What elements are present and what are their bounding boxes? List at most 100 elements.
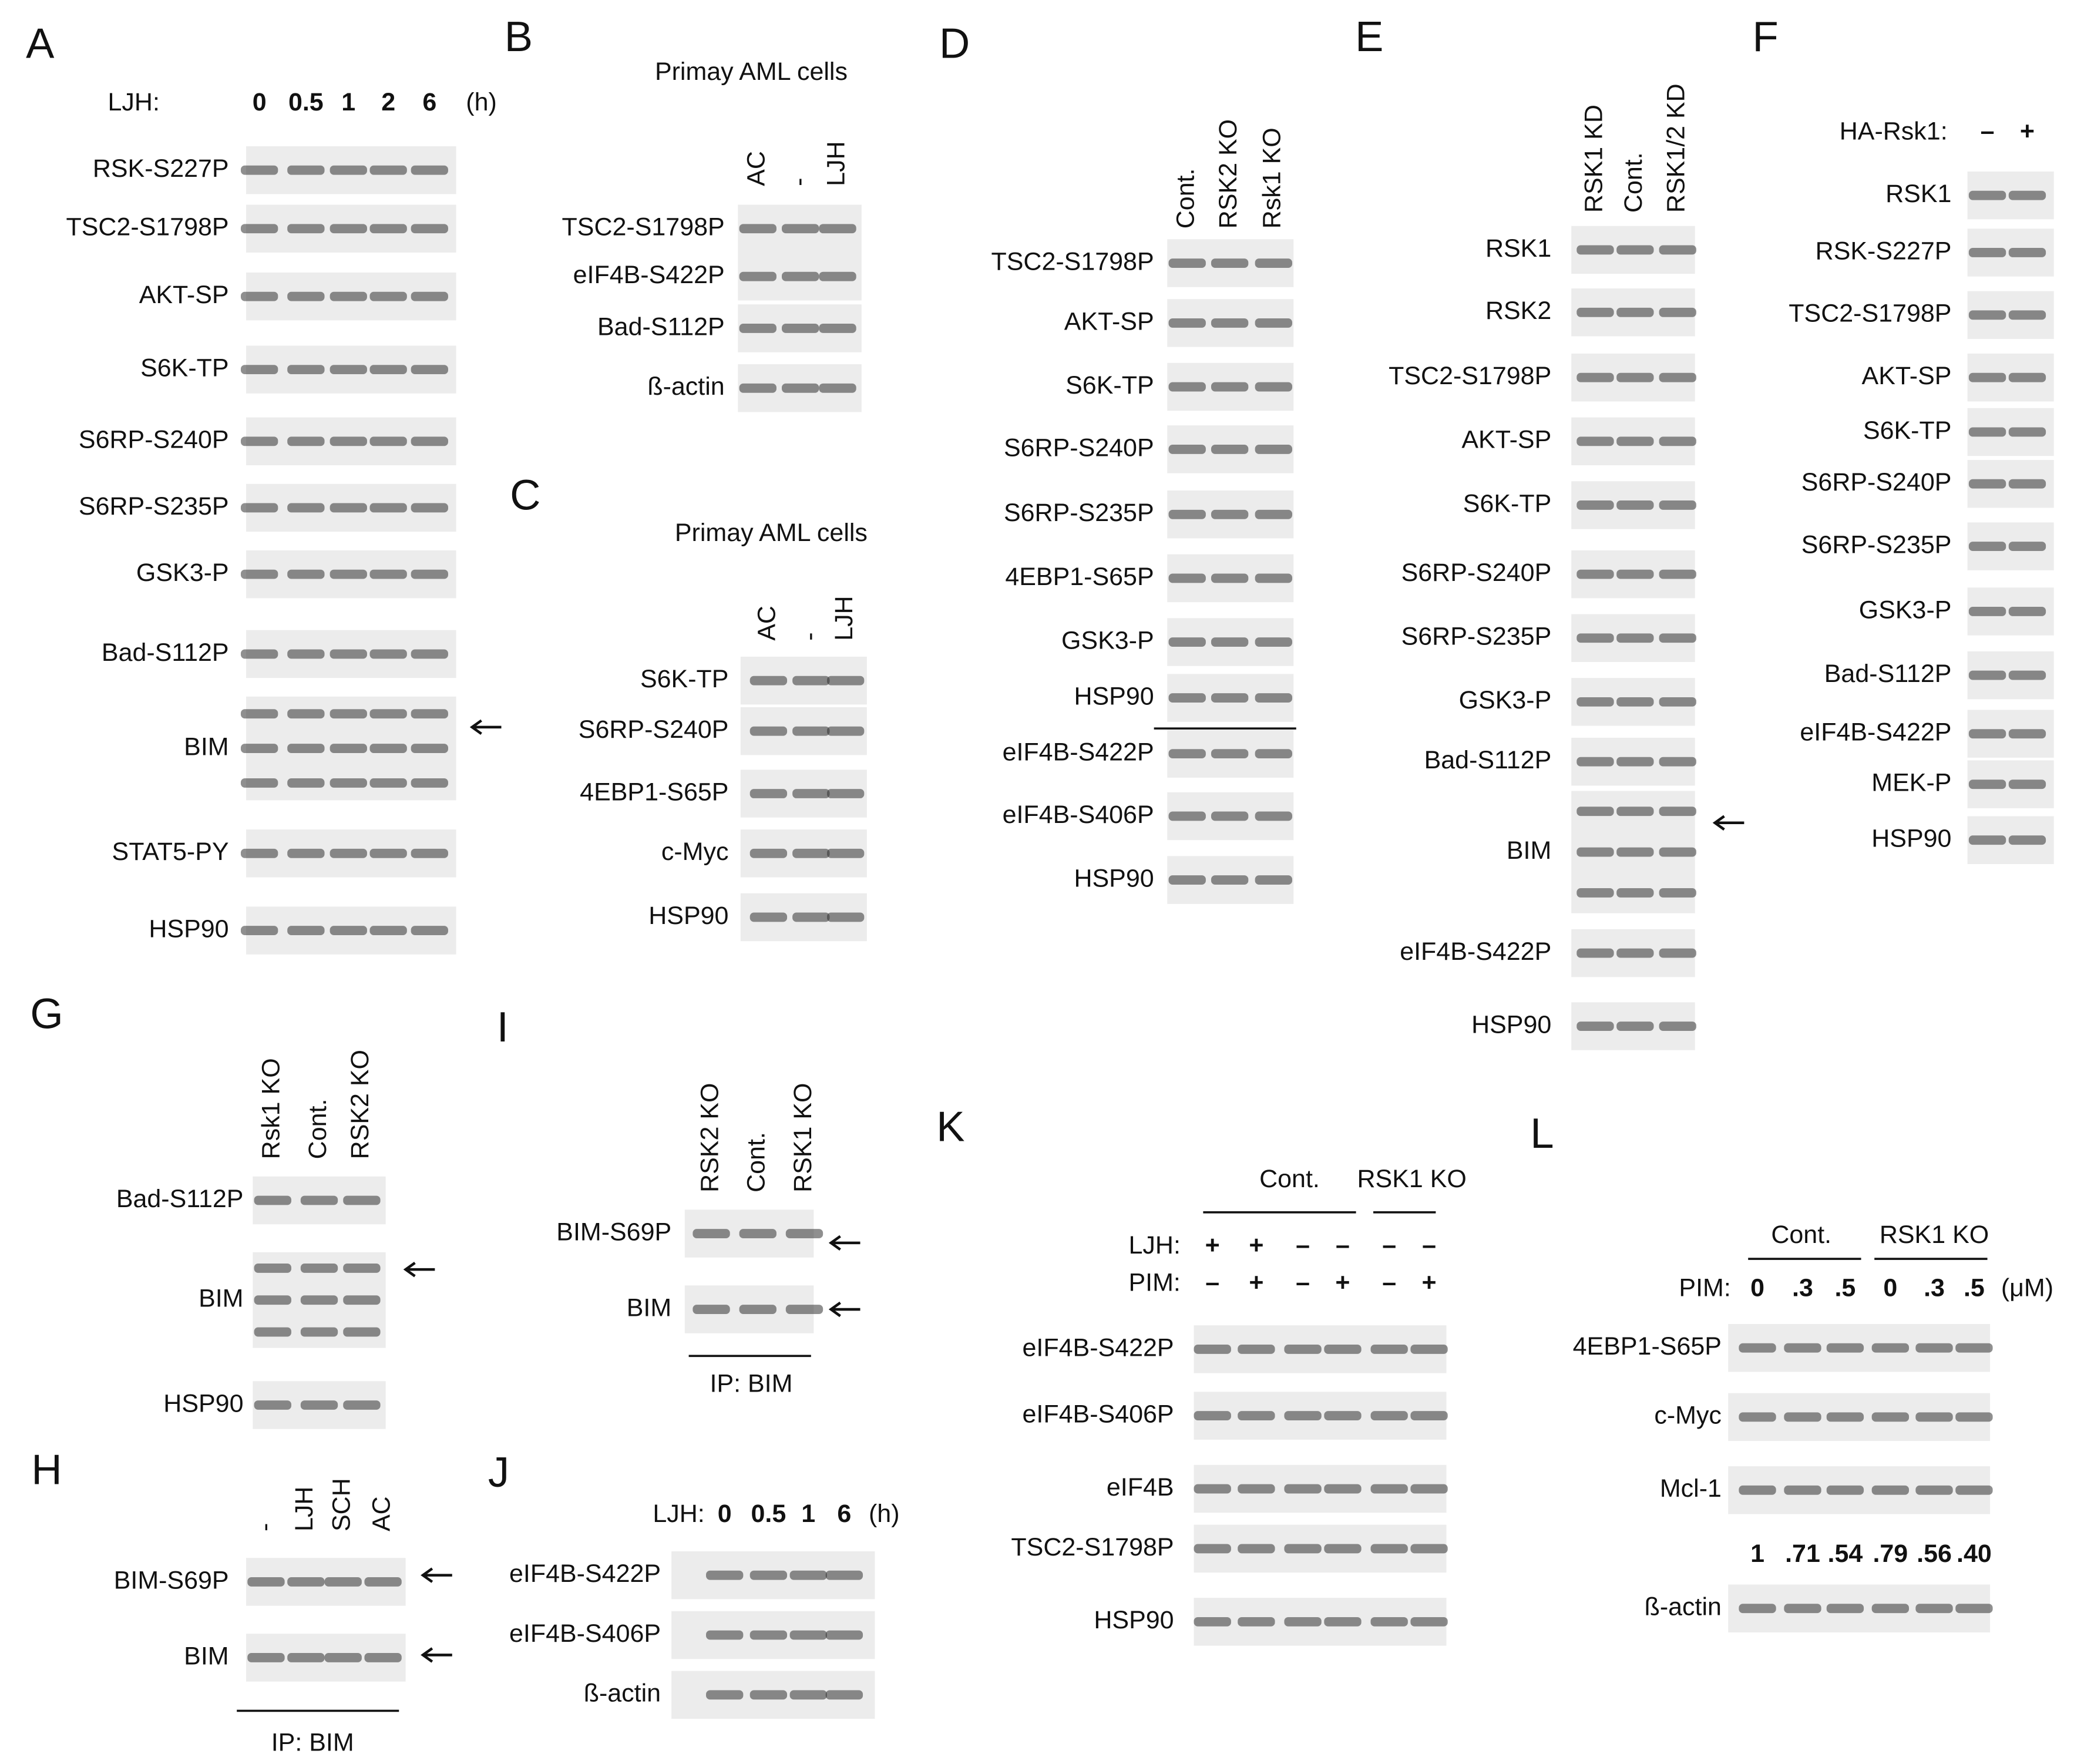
- band: [789, 1570, 827, 1580]
- band: [819, 383, 856, 393]
- band: [1659, 569, 1696, 579]
- header-lane: 0.5: [288, 88, 324, 116]
- header-lane: 1: [341, 88, 355, 116]
- lane-label: LJH: [290, 1487, 318, 1531]
- quant-value: .71: [1785, 1540, 1820, 1568]
- row-label: HSP90: [1871, 825, 1951, 853]
- band: [1576, 807, 1614, 817]
- band: [300, 1263, 338, 1273]
- band: [1211, 811, 1249, 821]
- panel-letter: B: [505, 13, 533, 61]
- row-label: S6K-TP: [1463, 489, 1552, 518]
- row-label: BIM: [1507, 836, 1551, 865]
- band: [1739, 1485, 1776, 1495]
- band: [1968, 670, 2006, 680]
- band: [2008, 835, 2046, 845]
- band: [330, 291, 367, 301]
- band: [287, 1577, 325, 1587]
- row-label: AKT-SP: [1461, 426, 1551, 454]
- band: [240, 926, 278, 936]
- header-lane: –: [1336, 1231, 1350, 1259]
- header-lane: 0.5: [751, 1500, 786, 1528]
- band: [1616, 888, 1654, 898]
- band: [1211, 509, 1249, 519]
- band: [1968, 372, 2006, 382]
- quant-value: 1: [1750, 1540, 1764, 1568]
- band: [1168, 382, 1206, 392]
- band: [1576, 757, 1614, 767]
- band: [2008, 729, 2046, 739]
- row-label: HSP90: [1074, 864, 1154, 892]
- arrow: [469, 719, 502, 735]
- band: [369, 926, 407, 936]
- panel-letter: J: [488, 1449, 509, 1496]
- header-lane: 2: [381, 88, 395, 116]
- band: [1370, 1617, 1408, 1627]
- row-label: BIM-S69P: [114, 1566, 229, 1594]
- band: [749, 1690, 788, 1700]
- band: [1968, 479, 2006, 489]
- band: [826, 726, 865, 736]
- band: [1915, 1604, 1953, 1614]
- lane-label: -: [795, 632, 823, 640]
- band: [789, 1690, 827, 1700]
- band: [287, 649, 325, 659]
- band: [1211, 637, 1249, 647]
- header-lane: 0: [1750, 1274, 1764, 1302]
- row-label: BIM-S69P: [556, 1218, 671, 1246]
- lane-label: Cont.: [1172, 168, 1200, 229]
- band: [330, 224, 367, 234]
- row-label: 4EBP1-S65P: [580, 778, 728, 806]
- band: [1255, 509, 1292, 519]
- band: [1284, 1484, 1322, 1494]
- lane-label: LJH: [822, 141, 850, 186]
- row-label: S6RP-S240P: [79, 426, 229, 454]
- panel-title: Primay AML cells: [655, 58, 848, 86]
- band: [1616, 500, 1654, 510]
- band: [1616, 245, 1654, 255]
- arrow: [1712, 815, 1744, 831]
- row-label: Mcl-1: [1660, 1474, 1722, 1503]
- band: [1616, 569, 1654, 579]
- band: [2008, 670, 2046, 680]
- row-label: TSC2-S1798P: [1389, 362, 1551, 390]
- header-lane: +: [1205, 1231, 1220, 1259]
- band: [411, 503, 448, 513]
- band: [369, 778, 407, 788]
- band: [1238, 1484, 1275, 1494]
- band: [287, 165, 325, 175]
- band: [1255, 444, 1292, 454]
- lane-label: RSK1/2 KD: [1662, 83, 1690, 213]
- row-label: AKT-SP: [1064, 307, 1154, 335]
- row-label: 4EBP1-S65P: [1573, 1332, 1722, 1360]
- band: [1168, 509, 1206, 519]
- band: [826, 912, 865, 922]
- band: [1324, 1411, 1362, 1421]
- panel-letter: C: [510, 472, 540, 519]
- lane-label: Cont.: [1619, 152, 1648, 213]
- band: [1324, 1345, 1362, 1354]
- row-label: Bad-S112P: [102, 639, 229, 667]
- band: [1576, 245, 1614, 255]
- band: [1284, 1345, 1322, 1354]
- band: [240, 649, 278, 659]
- band: [1370, 1544, 1408, 1554]
- band: [369, 224, 407, 234]
- band: [1616, 847, 1654, 857]
- band: [1784, 1343, 1821, 1353]
- lane-label: Cont.: [304, 1099, 332, 1160]
- band: [411, 709, 448, 719]
- band: [1284, 1411, 1322, 1421]
- row-label: RSK-S227P: [93, 154, 229, 183]
- row-label: BIM: [184, 1642, 228, 1670]
- band: [343, 1195, 381, 1205]
- quant-value: .54: [1828, 1540, 1863, 1568]
- row-label: c-Myc: [1654, 1402, 1722, 1430]
- band: [330, 503, 367, 513]
- band: [1576, 948, 1614, 958]
- band: [1194, 1617, 1231, 1627]
- band: [2008, 372, 2046, 382]
- band: [330, 436, 367, 446]
- band: [1194, 1484, 1231, 1494]
